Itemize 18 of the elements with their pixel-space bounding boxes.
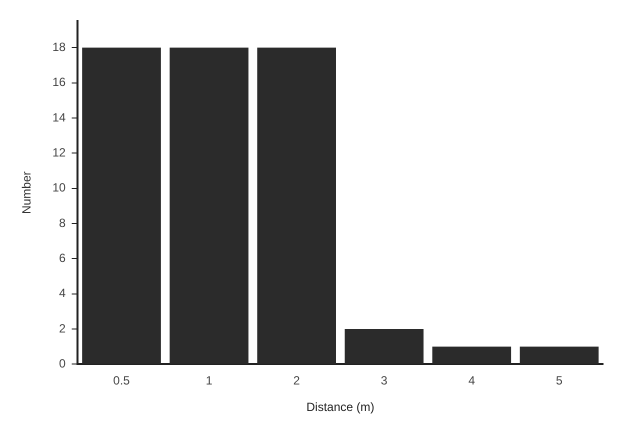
- x-tick-label: 1: [206, 374, 213, 388]
- x-tick-label: 4: [468, 374, 476, 388]
- y-tick-label: 8: [59, 216, 66, 230]
- x-tick-label: 2: [293, 374, 300, 388]
- y-tick-label: 18: [52, 40, 66, 54]
- x-tick-label: 0.5: [113, 374, 130, 388]
- y-tick-label: 2: [59, 321, 66, 336]
- y-tick-label: 14: [52, 110, 66, 124]
- x-axis-title: Distance (m): [306, 400, 374, 414]
- y-tick-label: 0: [59, 356, 66, 371]
- y-tick-label: 12: [52, 145, 66, 160]
- x-tick-label: 3: [380, 374, 388, 388]
- y-axis-title: Number: [20, 171, 34, 214]
- y-tick-label: 4: [59, 286, 66, 300]
- y-tick-label: 10: [52, 180, 66, 195]
- y-tick-label: 16: [52, 75, 66, 90]
- y-tick-label: 6: [59, 250, 66, 265]
- x-tick-label: 5: [556, 374, 563, 388]
